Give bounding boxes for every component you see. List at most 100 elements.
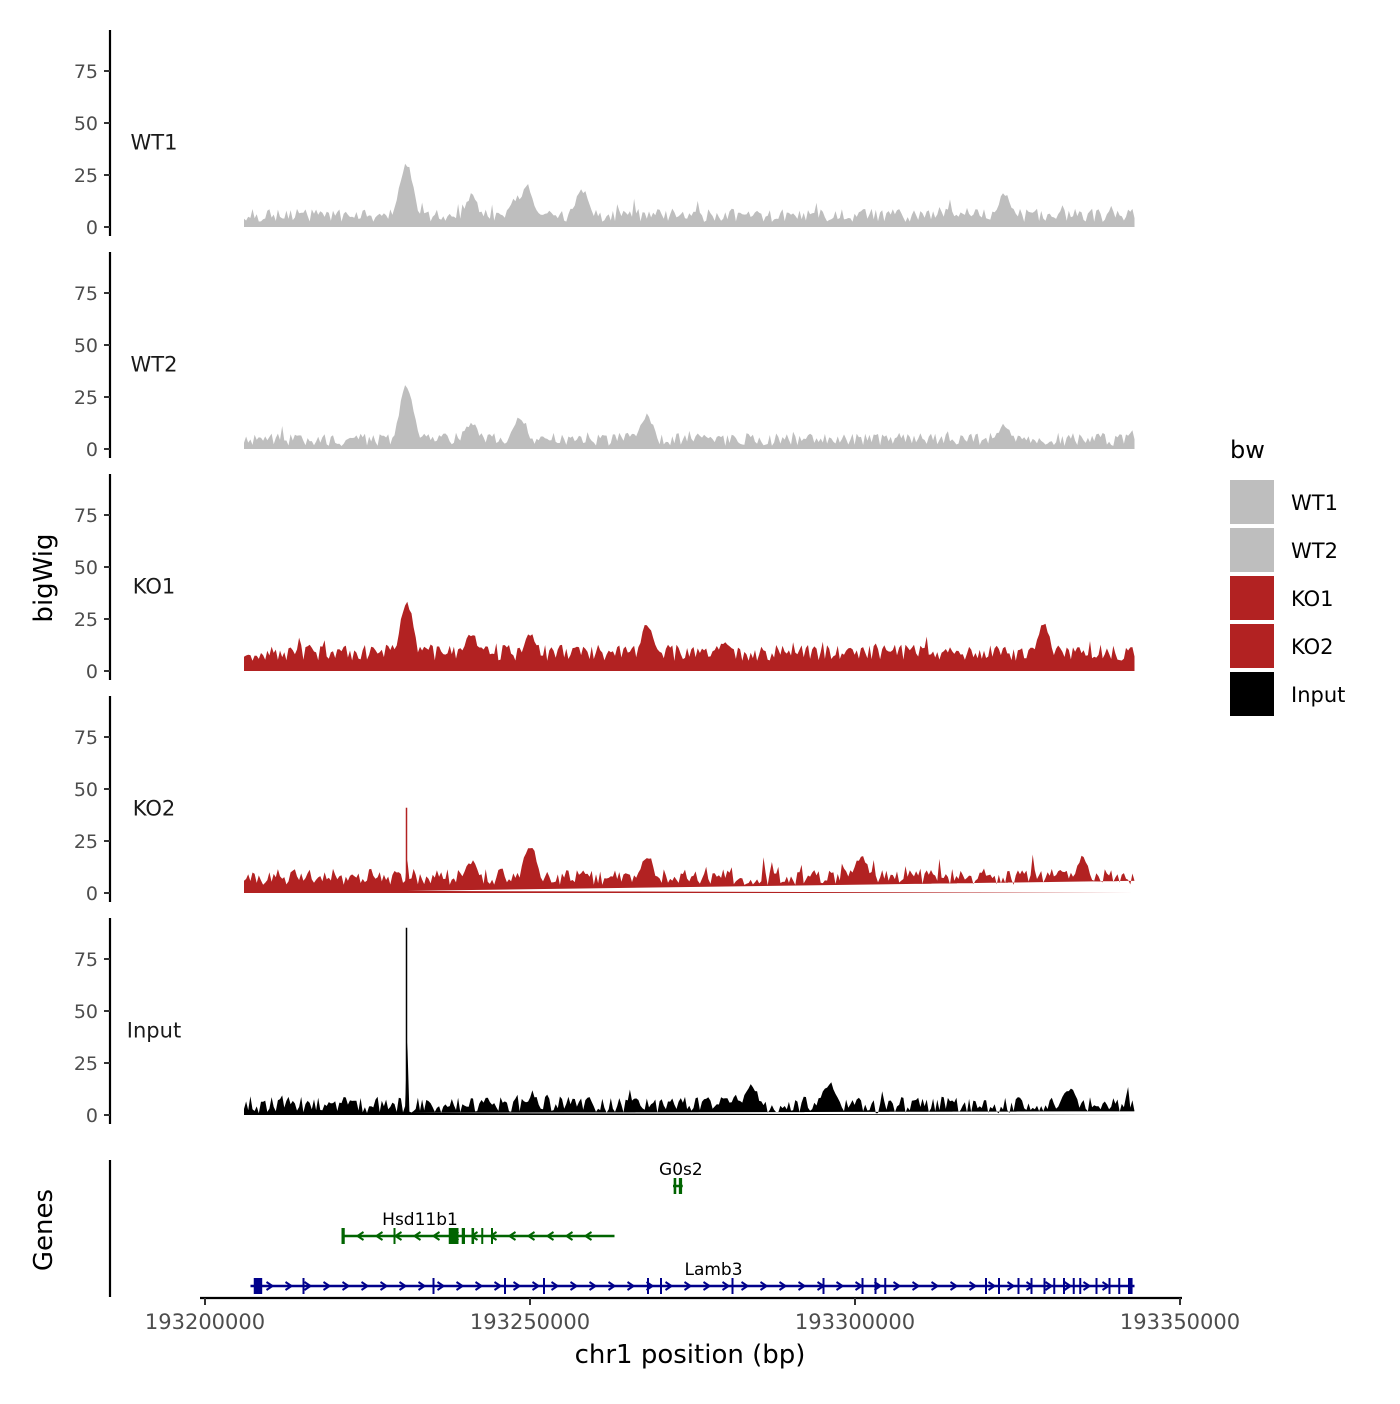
strand-arrow bbox=[507, 1231, 517, 1241]
y-tick-label: 25 bbox=[74, 165, 98, 187]
y-tick-label: 75 bbox=[74, 727, 98, 749]
exon bbox=[1128, 1278, 1133, 1294]
strand-arrow bbox=[265, 1281, 275, 1291]
strand-arrow bbox=[493, 1281, 503, 1291]
track-ko1: 0 25 50 75 KO1 bbox=[74, 474, 1135, 683]
exon bbox=[673, 1178, 677, 1194]
gene-label: Lamb3 bbox=[684, 1260, 742, 1280]
exon bbox=[1043, 1278, 1046, 1294]
track-panels: 0 25 50 75 WT1 0 25 50 75 WT2 0 25 50 75 KO1 0 25 50 75 KO2… bbox=[74, 30, 1135, 1127]
legend-label: Input bbox=[1291, 683, 1345, 707]
strand-arrow bbox=[892, 1281, 902, 1291]
strand-arrow bbox=[564, 1231, 574, 1241]
exon bbox=[481, 1228, 484, 1244]
strand-arrow bbox=[474, 1281, 484, 1291]
y-tick-label: 0 bbox=[86, 217, 98, 239]
signal-area bbox=[244, 1042, 1135, 1115]
strand-arrow bbox=[550, 1281, 560, 1291]
legend-swatch bbox=[1230, 528, 1274, 572]
strand-arrow bbox=[987, 1281, 997, 1291]
exon bbox=[302, 1278, 305, 1294]
exon bbox=[491, 1228, 493, 1244]
track-ko2: 0 25 50 75 KO2 bbox=[74, 696, 1135, 905]
legend-swatch bbox=[1230, 576, 1274, 620]
y-tick-label: 0 bbox=[86, 1105, 98, 1127]
strand-arrow bbox=[455, 1281, 465, 1291]
y-tick-label: 75 bbox=[74, 61, 98, 83]
exon bbox=[1108, 1278, 1111, 1294]
strand-arrow bbox=[398, 1281, 408, 1291]
x-tick-label: 193300000 bbox=[795, 1310, 915, 1334]
exon bbox=[432, 1278, 435, 1294]
strand-arrow bbox=[322, 1281, 332, 1291]
gene-label: G0s2 bbox=[659, 1160, 703, 1180]
exon bbox=[341, 1228, 345, 1244]
strand-arrow bbox=[284, 1281, 294, 1291]
x-tick-label: 193250000 bbox=[470, 1310, 590, 1334]
exon bbox=[1095, 1278, 1098, 1294]
strand-arrow bbox=[740, 1281, 750, 1291]
exon bbox=[1030, 1278, 1033, 1294]
exon bbox=[1079, 1278, 1082, 1294]
strand-arrow bbox=[488, 1231, 498, 1241]
exon bbox=[1118, 1278, 1121, 1294]
strand-arrow bbox=[968, 1281, 978, 1291]
y-tick-label: 50 bbox=[74, 1001, 98, 1023]
exon bbox=[861, 1278, 864, 1294]
strand-arrow bbox=[341, 1281, 351, 1291]
strand-arrow bbox=[721, 1281, 731, 1291]
exon bbox=[1017, 1278, 1020, 1294]
strand-arrow bbox=[569, 1281, 579, 1291]
exon bbox=[1072, 1278, 1075, 1294]
y-axis-title: bigWig bbox=[29, 533, 59, 622]
y-tick-label: 50 bbox=[74, 557, 98, 579]
gene-g0s2: G0s2 bbox=[659, 1160, 703, 1194]
legend-swatch bbox=[1230, 672, 1274, 716]
track-label: WT1 bbox=[131, 131, 178, 155]
exon bbox=[874, 1278, 877, 1294]
strand-arrow bbox=[778, 1281, 788, 1291]
y-tick-label: 25 bbox=[74, 831, 98, 853]
exon bbox=[1063, 1278, 1065, 1294]
strand-arrow bbox=[545, 1231, 555, 1241]
y-tick-label: 0 bbox=[86, 661, 98, 683]
strand-arrow bbox=[1006, 1281, 1016, 1291]
legend-title: bw bbox=[1230, 436, 1265, 464]
y-tick-label: 75 bbox=[74, 949, 98, 971]
strand-arrow bbox=[1044, 1281, 1054, 1291]
strand-arrow bbox=[379, 1281, 389, 1291]
x-tick-label: 193350000 bbox=[1120, 1310, 1240, 1334]
signal-area bbox=[244, 848, 1135, 893]
y-tick-label: 50 bbox=[74, 779, 98, 801]
y-tick-label: 75 bbox=[74, 505, 98, 527]
strand-arrow bbox=[531, 1281, 541, 1291]
legend-label: KO1 bbox=[1291, 587, 1334, 611]
track-wt2: 0 25 50 75 WT2 bbox=[74, 252, 1135, 461]
track-label: WT2 bbox=[131, 353, 178, 377]
gene-panel: 193200000 193250000 193300000 193350000 G0s2… bbox=[108, 1160, 1240, 1334]
strand-arrow bbox=[702, 1281, 712, 1291]
strand-arrow bbox=[355, 1231, 365, 1241]
strand-arrow bbox=[412, 1231, 422, 1241]
exon bbox=[660, 1278, 662, 1294]
exon bbox=[1053, 1278, 1056, 1294]
exon bbox=[731, 1278, 734, 1294]
track-label: KO1 bbox=[133, 575, 176, 599]
legend-label: WT2 bbox=[1291, 539, 1338, 563]
track-wt1: 0 25 50 75 WT1 bbox=[74, 30, 1135, 239]
strand-arrow bbox=[607, 1281, 617, 1291]
y-tick-label: 0 bbox=[86, 439, 98, 461]
exon bbox=[471, 1228, 475, 1244]
strand-arrow bbox=[1063, 1281, 1073, 1291]
exon bbox=[822, 1278, 825, 1294]
legend: bw WT1 WT2 KO1 KO2 Input bbox=[1230, 436, 1345, 716]
legend-label: WT1 bbox=[1291, 491, 1338, 515]
strand-arrow bbox=[911, 1281, 921, 1291]
gene-label: Hsd11b1 bbox=[382, 1210, 458, 1230]
strand-arrow bbox=[303, 1281, 313, 1291]
strand-arrow bbox=[1082, 1281, 1092, 1291]
x-axis-title: chr1 position (bp) bbox=[575, 1340, 806, 1370]
exon bbox=[647, 1278, 649, 1294]
